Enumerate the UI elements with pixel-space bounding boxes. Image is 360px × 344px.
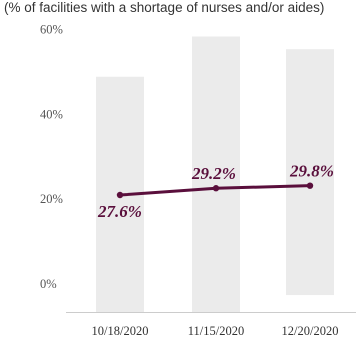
- y-axis-ticks: 0% 20% 40% 60%: [40, 23, 63, 291]
- background-bars: [96, 36, 334, 313]
- x-axis-ticks: 10/18/2020 11/15/2020 12/20/2020: [92, 324, 339, 338]
- y-tick-label: 0%: [40, 277, 57, 291]
- background-bar: [192, 36, 240, 313]
- data-label: 29.8%: [289, 162, 334, 181]
- y-tick-label: 60%: [40, 23, 63, 37]
- y-tick-label: 40%: [40, 107, 63, 121]
- data-label: 27.6%: [97, 202, 142, 221]
- series-line-group: 27.6% 29.2% 29.8%: [97, 162, 334, 221]
- x-tick-label: 12/20/2020: [282, 324, 339, 338]
- data-label: 29.2%: [191, 164, 236, 183]
- chart-subtitle: (% of facilities with a shortage of nurs…: [4, 0, 324, 15]
- background-bar: [286, 49, 334, 296]
- x-tick-label: 10/18/2020: [92, 324, 149, 338]
- data-point: [116, 191, 124, 199]
- data-point: [212, 185, 220, 192]
- x-tick-label: 11/15/2020: [188, 324, 244, 338]
- data-point: [306, 182, 314, 189]
- y-tick-label: 20%: [40, 192, 63, 206]
